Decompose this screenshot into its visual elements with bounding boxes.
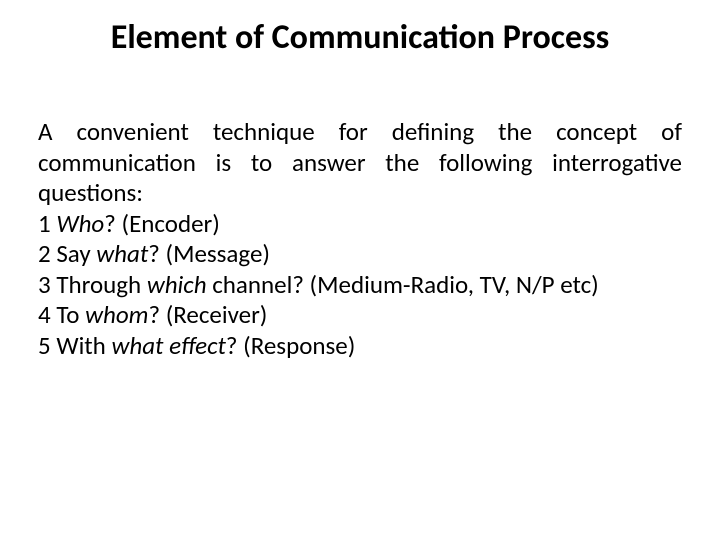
item-number: 3	[38, 269, 51, 300]
item-keyword: what	[96, 238, 148, 269]
item-number: 2	[38, 238, 51, 269]
list-item: 3 Through which channel? (Medium-Radio, …	[38, 270, 682, 301]
item-keyword: which	[147, 269, 207, 300]
item-pre: Say	[51, 238, 97, 269]
intro-paragraph: A convenient technique for defining the …	[38, 117, 682, 209]
slide: Element of Communication Process A conve…	[0, 0, 720, 540]
item-keyword: whom	[85, 299, 148, 330]
item-pre: With	[51, 330, 112, 361]
item-post: ? (Response)	[226, 330, 355, 361]
item-pre: To	[51, 299, 85, 330]
item-post: ? (Receiver)	[148, 299, 267, 330]
list-item: 2 Say what? (Message)	[38, 239, 682, 270]
list-item: 5 With what effect? (Response)	[38, 331, 682, 362]
item-post: ? (Message)	[148, 238, 270, 269]
item-number: 5	[38, 330, 51, 361]
body-text: A convenient technique for defining the …	[38, 117, 682, 361]
item-keyword: Who	[56, 208, 104, 239]
item-post: channel? (Medium-Radio, TV, N/P etc)	[207, 269, 599, 300]
list-item: 4 To whom? (Receiver)	[38, 300, 682, 331]
item-pre: Through	[51, 269, 147, 300]
list-item: 1 Who? (Encoder)	[38, 209, 682, 240]
item-keyword: what effect	[111, 330, 225, 361]
page-title: Element of Communication Process	[38, 18, 682, 57]
item-number: 1	[38, 208, 51, 239]
item-post: ? (Encoder)	[104, 208, 220, 239]
item-number: 4	[38, 299, 51, 330]
